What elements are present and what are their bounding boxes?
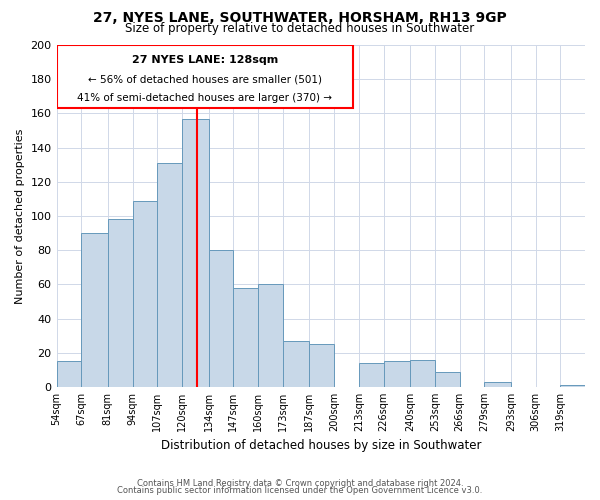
Bar	[258, 284, 283, 387]
Bar	[133, 200, 157, 387]
Text: 41% of semi-detached houses are larger (370) →: 41% of semi-detached houses are larger (…	[77, 93, 332, 103]
Bar	[310, 344, 334, 387]
Bar	[410, 360, 435, 387]
Text: ← 56% of detached houses are smaller (501): ← 56% of detached houses are smaller (50…	[88, 74, 322, 84]
Bar	[209, 250, 233, 387]
Text: Size of property relative to detached houses in Southwater: Size of property relative to detached ho…	[125, 22, 475, 35]
Bar	[182, 118, 209, 387]
Bar	[157, 163, 182, 387]
Bar	[81, 233, 108, 387]
Text: 27, NYES LANE, SOUTHWATER, HORSHAM, RH13 9GP: 27, NYES LANE, SOUTHWATER, HORSHAM, RH13…	[93, 11, 507, 25]
Bar	[108, 220, 133, 387]
Bar	[435, 372, 460, 387]
Bar	[383, 362, 410, 387]
Bar	[484, 382, 511, 387]
Bar	[233, 288, 258, 387]
FancyBboxPatch shape	[56, 45, 353, 108]
Text: Contains public sector information licensed under the Open Government Licence v3: Contains public sector information licen…	[118, 486, 482, 495]
Bar	[283, 341, 310, 387]
Bar	[56, 362, 81, 387]
Bar	[359, 363, 383, 387]
Text: 27 NYES LANE: 128sqm: 27 NYES LANE: 128sqm	[131, 56, 278, 66]
Bar	[560, 385, 585, 387]
Y-axis label: Number of detached properties: Number of detached properties	[15, 128, 25, 304]
X-axis label: Distribution of detached houses by size in Southwater: Distribution of detached houses by size …	[161, 440, 481, 452]
Text: Contains HM Land Registry data © Crown copyright and database right 2024.: Contains HM Land Registry data © Crown c…	[137, 478, 463, 488]
